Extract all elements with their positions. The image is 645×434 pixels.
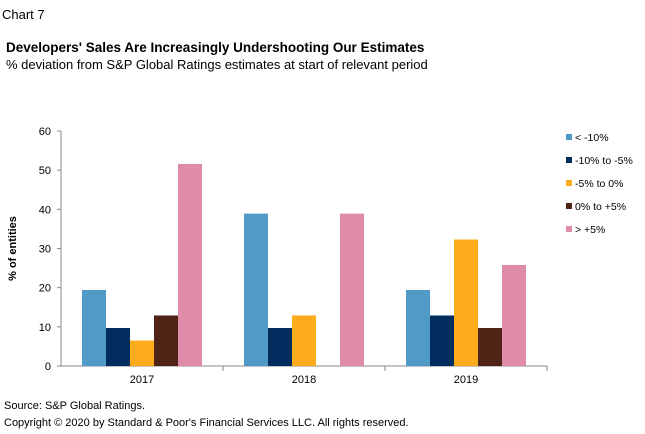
legend-swatch	[566, 157, 572, 163]
bar	[430, 315, 454, 366]
legend-swatch	[566, 180, 572, 186]
x-tick-label: 2019	[454, 374, 478, 386]
bar	[82, 290, 106, 366]
y-tick-label: 50	[39, 165, 51, 177]
bar	[154, 315, 178, 366]
bar	[340, 213, 364, 366]
x-tick-label: 2017	[130, 374, 154, 386]
y-tick-label: 0	[45, 361, 51, 373]
bar	[130, 340, 154, 366]
x-tick-label: 2018	[292, 374, 316, 386]
chart-title: Developers' Sales Are Increasingly Under…	[6, 40, 425, 55]
bar	[502, 264, 526, 366]
y-tick-label: 10	[39, 322, 51, 334]
legend-swatch	[566, 134, 572, 140]
copyright-note: Copyright © 2020 by Standard & Poor's Fi…	[4, 417, 409, 429]
legend-label: 0% to +5%	[575, 201, 626, 213]
bar	[454, 239, 478, 366]
y-axis-title: % of entities	[7, 216, 19, 281]
bar	[406, 290, 430, 366]
legend-label: -10% to -5%	[575, 155, 633, 167]
y-tick-label: 20	[39, 283, 51, 295]
source-note: Source: S&P Global Ratings.	[4, 400, 146, 412]
legend-label: < -10%	[575, 132, 609, 144]
chart-number: Chart 7	[2, 7, 45, 22]
bar	[178, 163, 202, 366]
legend-label: -5% to 0%	[575, 178, 623, 190]
y-tick-label: 40	[39, 204, 51, 216]
legend-swatch	[566, 203, 572, 209]
chart-subtitle: % deviation from S&P Global Ratings esti…	[6, 57, 428, 72]
bar	[268, 328, 292, 366]
bar	[478, 328, 502, 366]
bar	[244, 213, 268, 366]
bar	[106, 328, 130, 366]
legend-swatch	[566, 226, 572, 232]
y-tick-label: 30	[39, 244, 51, 256]
y-tick-label: 60	[39, 126, 51, 138]
bar	[292, 315, 316, 366]
legend-label: > +5%	[575, 224, 605, 236]
